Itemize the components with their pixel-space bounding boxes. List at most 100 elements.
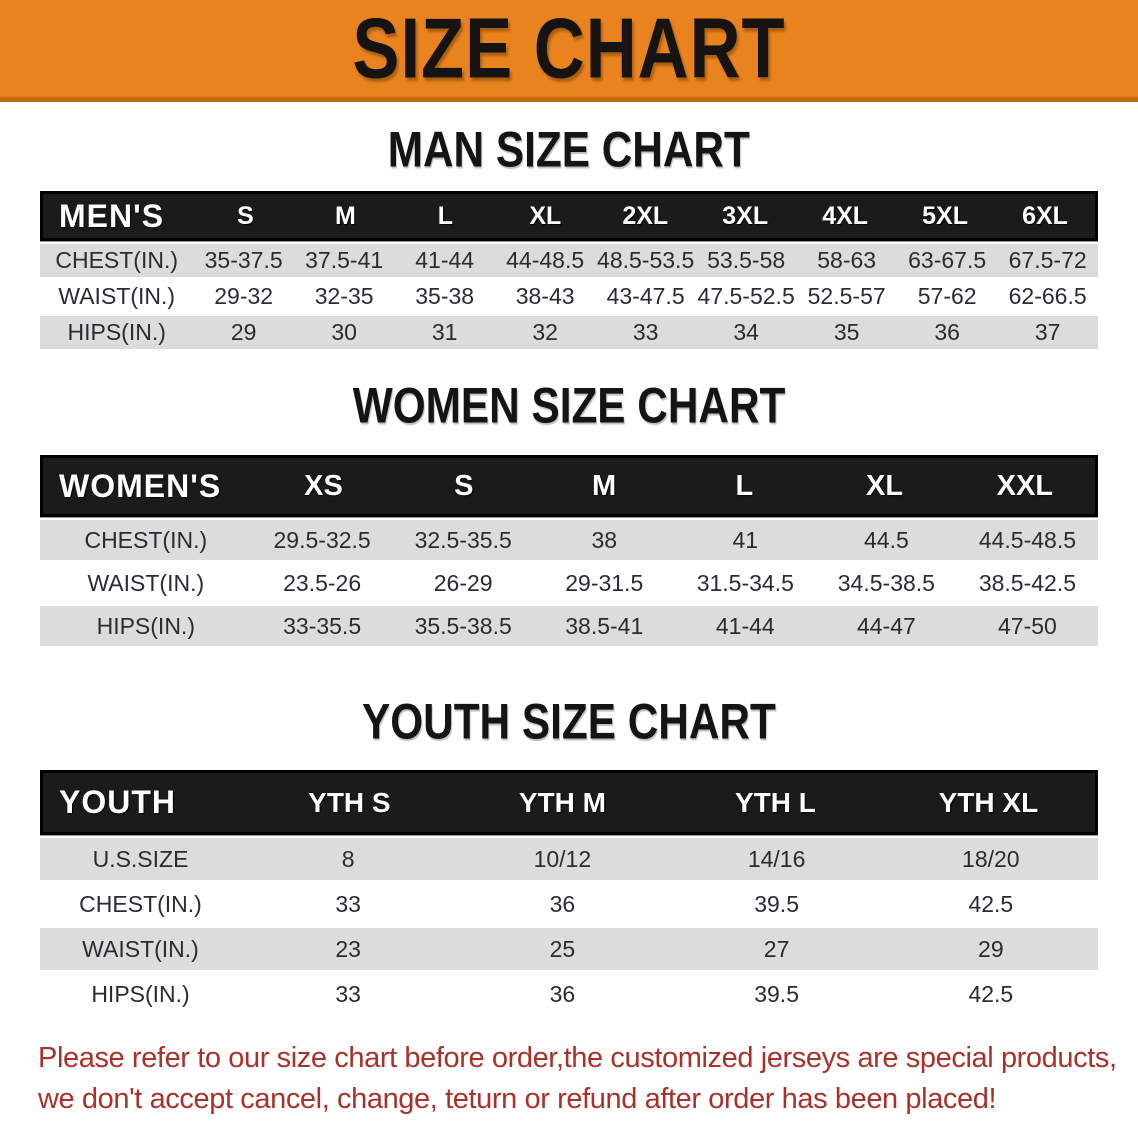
size-column-header: XL	[866, 469, 904, 502]
size-value: 29	[230, 319, 257, 345]
women-section-heading: WOMEN SIZE CHART	[0, 376, 1138, 434]
size-value: 62-66.5	[1008, 283, 1087, 309]
size-value: 34.5-38.5	[837, 569, 935, 596]
size-column-header: YTH L	[734, 786, 816, 818]
size-value: 29.5-32.5	[273, 526, 371, 553]
size-value: 44.5-48.5	[978, 526, 1077, 553]
size-value: 30	[331, 319, 357, 345]
youth-section-heading-text: YOUTH SIZE CHART	[362, 692, 776, 750]
size-value: 33	[632, 319, 659, 345]
size-value: 32.5-35.5	[414, 526, 512, 553]
women-section-heading-text: WOMEN SIZE CHART	[352, 376, 786, 434]
size-value: 39.5	[754, 980, 799, 1007]
size-value: 63-67.5	[908, 247, 987, 273]
size-value: 35	[833, 319, 860, 345]
size-value: 29-31.5	[565, 569, 644, 596]
men-size-table: MEN'S S M L XL 2XL 3XL 4XL 5XL 6XL CHEST(IN.) 35-37…	[40, 191, 1098, 349]
disclaimer-line-1: Please refer to our size chart before or…	[38, 1042, 1117, 1074]
size-column-header: 4XL	[822, 201, 869, 230]
size-value: 32-35	[314, 283, 374, 309]
size-value: 31	[431, 319, 458, 345]
table-row: CHEST(IN.) 33 36 39.5 42.5	[40, 883, 1098, 925]
size-value: 8	[341, 845, 355, 872]
table-row: WAIST(IN.) 23 25 27 29	[40, 928, 1098, 970]
size-value: 41-44	[415, 247, 475, 273]
table-title-cell: MEN'S	[59, 197, 165, 234]
table-title-cell: YOUTH	[59, 784, 176, 820]
table-row: HIPS(IN.) 33 36 39.5 42.5	[40, 973, 1098, 1015]
size-value: 23	[335, 935, 361, 962]
size-value: 33	[335, 980, 361, 1007]
table-row: HIPS(IN.) 29 30 31 32 33 34 35 36 37	[40, 316, 1098, 349]
size-value: 42.5	[968, 980, 1014, 1007]
size-value: 36	[934, 319, 960, 345]
row-label: WAIST(IN.)	[87, 569, 205, 596]
size-value: 39.5	[754, 890, 799, 917]
size-value: 29	[978, 935, 1004, 962]
size-value: 67.5-72	[1008, 247, 1087, 273]
size-column-header: XL	[529, 201, 562, 230]
row-label: CHEST(IN.)	[55, 247, 179, 273]
size-value: 36	[549, 980, 576, 1007]
size-value: 47-50	[998, 612, 1057, 639]
table-header-row: WOMEN'S XS S M L XL XXL	[40, 455, 1098, 517]
man-section-heading-text: MAN SIZE CHART	[387, 120, 751, 178]
row-label: WAIST(IN.)	[58, 283, 176, 309]
size-column-header: XXL	[996, 469, 1054, 502]
size-value: 29-32	[214, 283, 274, 309]
size-column-header: S	[237, 201, 254, 230]
size-column-header: 2XL	[622, 201, 669, 230]
size-value: 47.5-52.5	[697, 283, 795, 309]
size-column-header: L	[437, 201, 454, 230]
size-value: 48.5-53.5	[597, 247, 695, 273]
row-label: HIPS(IN.)	[67, 319, 166, 345]
size-value: 37	[1034, 319, 1061, 345]
size-column-header: M	[591, 469, 617, 502]
size-value: 26-29	[433, 569, 493, 596]
row-label: HIPS(IN.)	[91, 980, 190, 1007]
table-header-row: MEN'S S M L XL 2XL 3XL 4XL 5XL 6XL	[40, 191, 1098, 241]
table-row: WAIST(IN.) 23.5-26 26-29 29-31.5 31.5-34.5 34…	[40, 563, 1098, 603]
size-column-header: 3XL	[722, 201, 769, 230]
size-value: 38.5-42.5	[978, 569, 1077, 596]
size-value: 38	[591, 526, 618, 553]
banner-title: SIZE CHART	[352, 1, 786, 96]
size-value: 42.5	[968, 890, 1014, 917]
size-value: 35-37.5	[204, 247, 283, 273]
size-value: 58-63	[817, 247, 877, 273]
size-value: 27	[763, 935, 790, 962]
size-value: 43-47.5	[606, 283, 685, 309]
size-value: 35.5-38.5	[414, 612, 512, 639]
table-header-row: YOUTH YTH S YTH M YTH L YTH XL	[40, 770, 1098, 835]
row-label: WAIST(IN.)	[82, 935, 199, 962]
size-column-header: 5XL	[922, 201, 968, 230]
size-column-header: S	[454, 469, 474, 502]
size-value: 31.5-34.5	[696, 569, 794, 596]
size-column-header: 6XL	[1022, 201, 1068, 230]
size-value: 37.5-41	[305, 247, 384, 273]
banner: SIZE CHART	[0, 0, 1138, 102]
row-label: HIPS(IN.)	[96, 612, 195, 639]
youth-section-heading: YOUTH SIZE CHART	[0, 692, 1138, 750]
size-value: 33-35.5	[283, 612, 362, 639]
size-value: 14/16	[747, 845, 806, 872]
size-value: 25	[549, 935, 576, 962]
row-label: U.S.SIZE	[92, 845, 189, 872]
size-value: 38.5-41	[565, 612, 644, 639]
size-value: 44.5	[863, 526, 909, 553]
size-value: 35-38	[415, 283, 475, 309]
size-column-header: M	[335, 201, 356, 230]
size-value: 33	[335, 890, 361, 917]
size-value: 53.5-58	[707, 247, 786, 273]
size-column-header: YTH M	[518, 786, 606, 818]
size-value: 44-47	[856, 612, 916, 639]
size-column-header: YTH XL	[938, 786, 1039, 818]
size-value: 41-44	[715, 612, 775, 639]
order-disclaimer: Please refer to our size chart before or…	[38, 1038, 1122, 1119]
size-value: 38-43	[515, 283, 575, 309]
table-row: U.S.SIZE 8 10/12 14/16 18/20	[40, 838, 1098, 880]
size-value: 41	[732, 526, 759, 553]
size-column-header: L	[735, 469, 754, 502]
table-row: CHEST(IN.) 29.5-32.5 32.5-35.5 38 41 44.5 44.5…	[40, 520, 1098, 560]
